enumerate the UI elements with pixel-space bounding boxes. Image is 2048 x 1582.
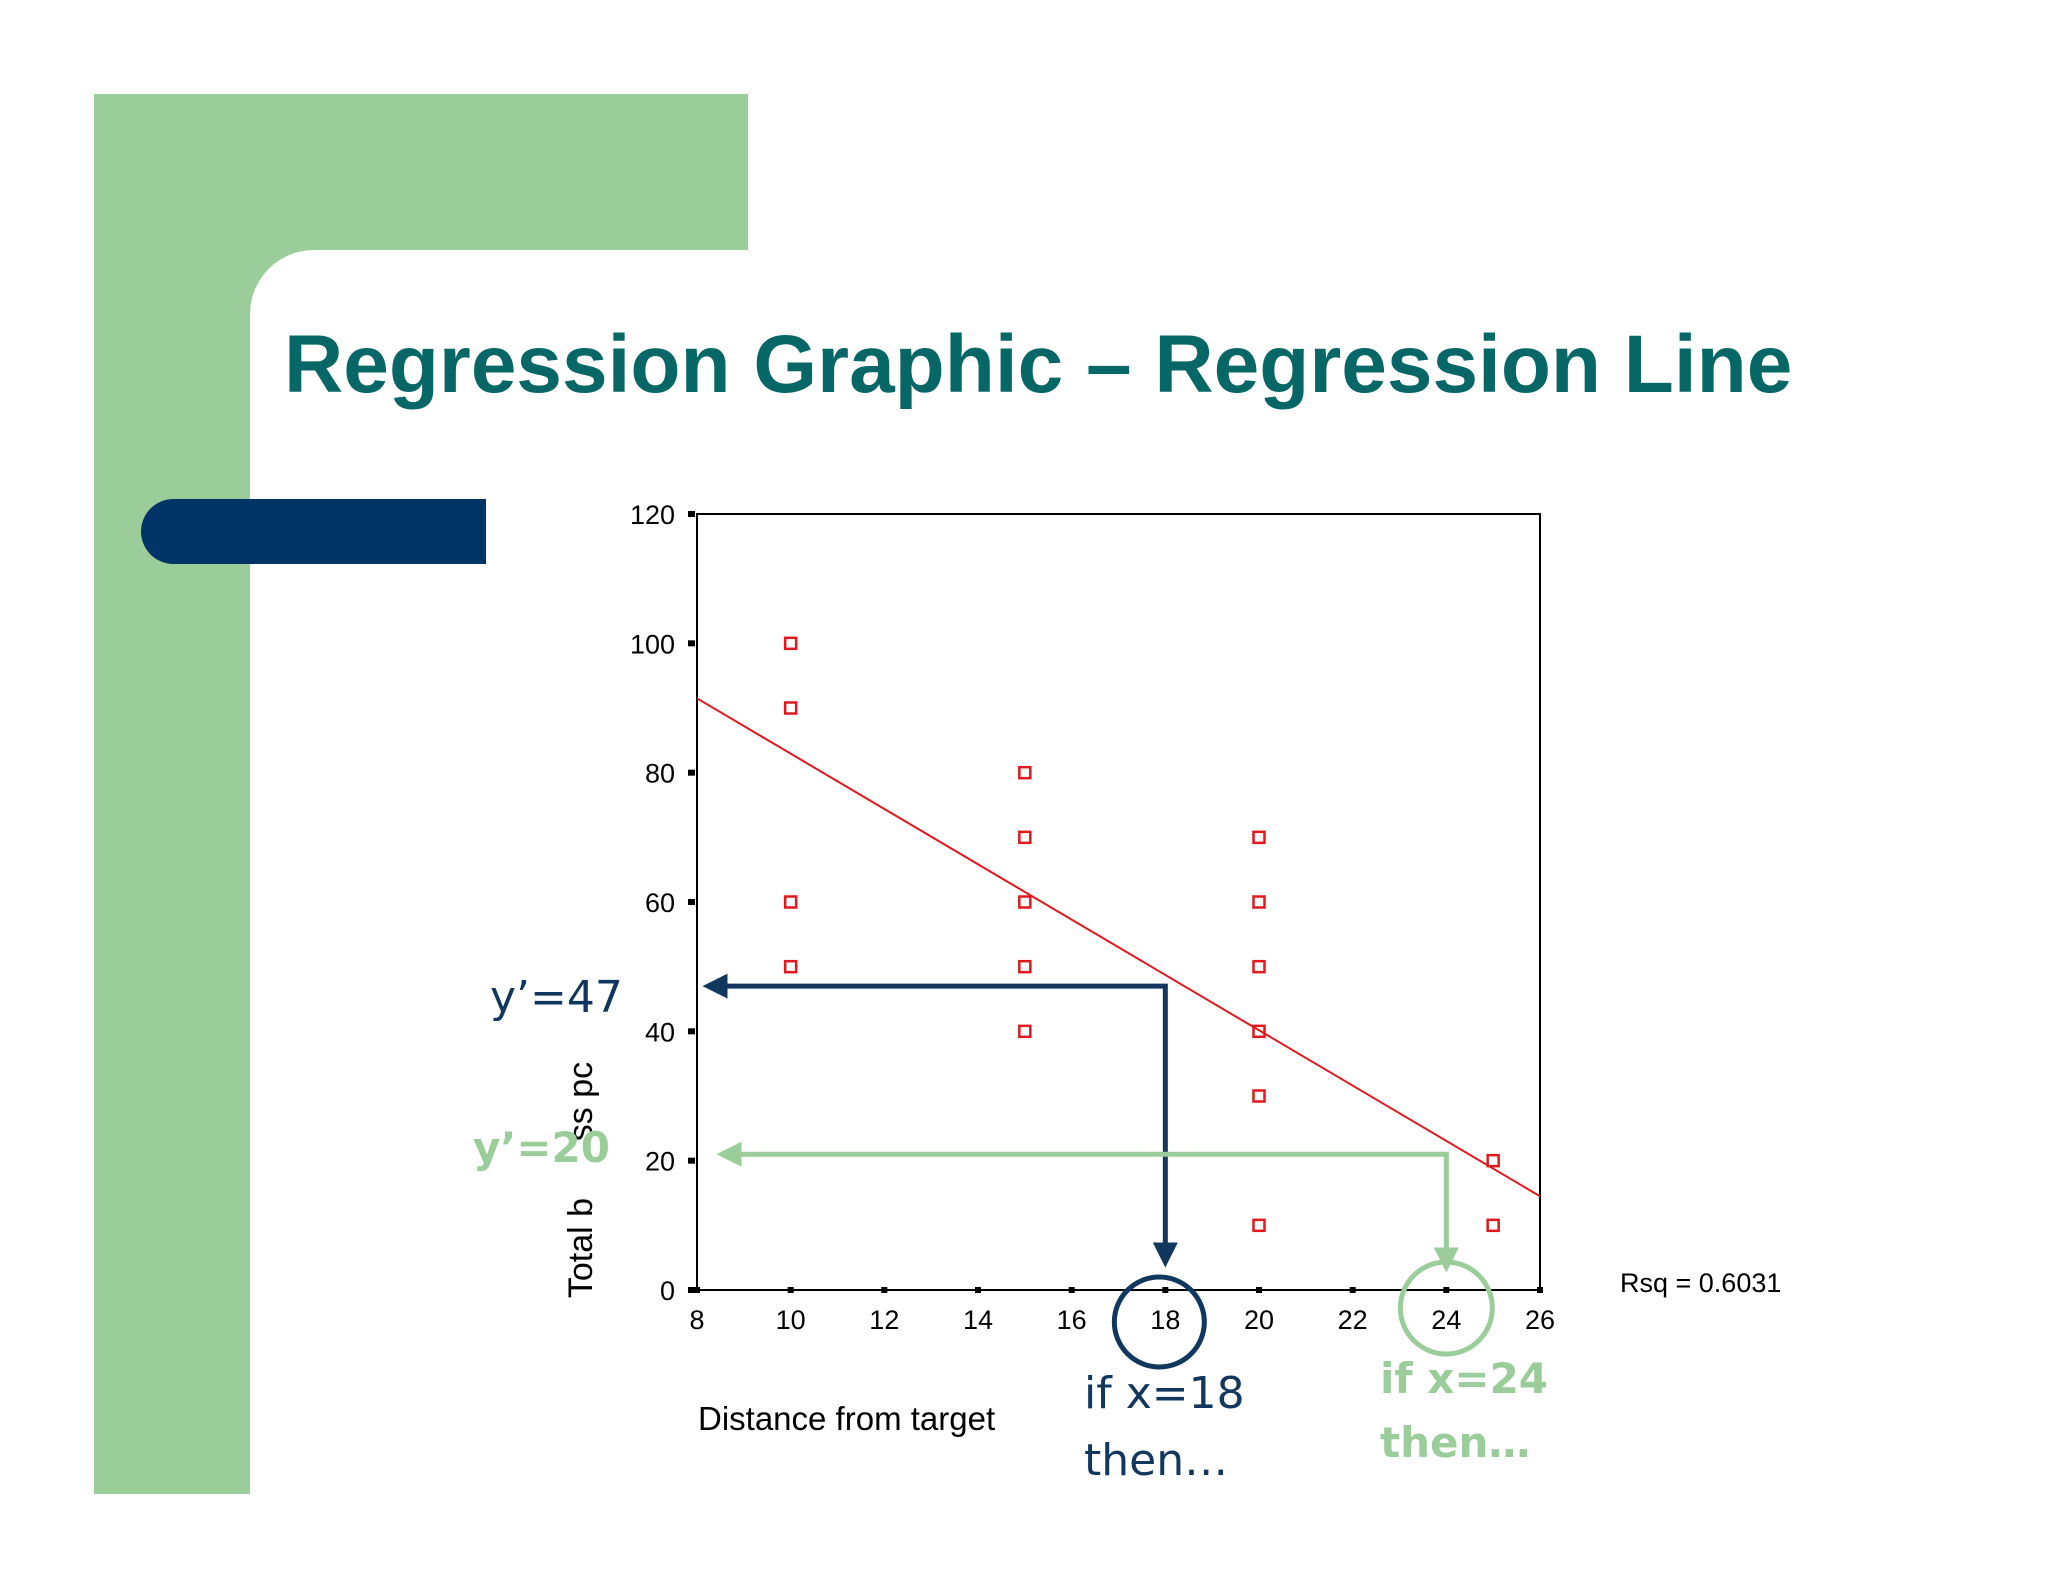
y-tick-label: 80 xyxy=(645,759,675,789)
navy-y-prime-label: y’=47 xyxy=(490,972,623,1023)
x-tick-mark xyxy=(1256,1287,1262,1293)
x-tick-label: 18 xyxy=(1150,1305,1180,1335)
x-tick-label: 24 xyxy=(1431,1305,1461,1335)
data-points xyxy=(783,636,1500,1233)
y-tick-mark xyxy=(688,1028,695,1035)
x-tick-mark xyxy=(694,1287,700,1293)
y-tick-label: 0 xyxy=(660,1276,675,1306)
x-tick-label: 26 xyxy=(1525,1305,1555,1335)
y-tick-mark xyxy=(688,899,695,905)
data-point xyxy=(1018,1024,1032,1039)
data-point xyxy=(1018,895,1032,909)
data-point xyxy=(1018,830,1032,845)
y-tick-mark xyxy=(688,1157,695,1164)
green-side-bar xyxy=(94,94,250,1494)
y-axis-ticks: 0 20 40 60 80 100 120 xyxy=(630,500,695,1306)
x-tick-label: 14 xyxy=(963,1305,993,1335)
data-point xyxy=(1486,1218,1500,1233)
y-tick-mark xyxy=(688,640,695,647)
x-tick-mark xyxy=(1349,1287,1356,1293)
x-tick-mark xyxy=(975,1287,981,1293)
x-tick-label: 10 xyxy=(776,1305,806,1335)
green-x-highlight-circle xyxy=(1397,1259,1495,1357)
data-point xyxy=(1252,1218,1266,1233)
data-point xyxy=(1252,1024,1266,1039)
y-axis-label: Total b ss pc xyxy=(562,1062,600,1298)
regression-line xyxy=(696,697,1541,1198)
data-point xyxy=(1486,1153,1500,1168)
data-point xyxy=(1252,895,1266,909)
data-point xyxy=(1252,830,1266,845)
x-tick-mark xyxy=(1537,1287,1543,1293)
x-tick-mark xyxy=(1068,1287,1075,1293)
plot-frame xyxy=(696,513,1541,1291)
data-point xyxy=(1018,765,1032,780)
slide-title: Regression Graphic – Regression Line xyxy=(284,319,1793,410)
y-tick-mark xyxy=(688,511,695,517)
x-tick-label: 20 xyxy=(1244,1305,1274,1335)
x-tick-label: 12 xyxy=(869,1305,899,1335)
navy-then-label: then… xyxy=(1084,1435,1228,1486)
navy-annotation-arrow xyxy=(702,973,1178,1268)
x-tick-mark xyxy=(1162,1287,1169,1293)
data-point xyxy=(783,701,798,715)
x-tick-label: 8 xyxy=(689,1305,704,1335)
data-point xyxy=(1252,1089,1266,1103)
x-axis-ticks: 8 10 12 14 16 18 20 22 24 26 xyxy=(689,1287,1555,1335)
y-tick-mark xyxy=(688,1287,695,1293)
data-point xyxy=(783,959,798,974)
green-y-prime-label: y’=20 xyxy=(473,1123,610,1172)
x-tick-mark xyxy=(787,1287,794,1293)
x-tick-mark xyxy=(881,1287,888,1293)
data-point xyxy=(783,895,798,909)
x-tick-mark xyxy=(1443,1287,1450,1293)
rsq-label: Rsq = 0.6031 xyxy=(1620,1268,1781,1298)
navy-x-highlight-circle xyxy=(1111,1274,1207,1370)
data-point xyxy=(783,636,798,651)
y-tick-label: 20 xyxy=(645,1147,675,1177)
y-tick-label: 100 xyxy=(630,629,675,659)
y-tick-label: 120 xyxy=(630,500,675,530)
green-then-label: then… xyxy=(1380,1418,1530,1467)
data-point xyxy=(1252,959,1266,974)
y-tick-label: 60 xyxy=(645,888,675,918)
x-tick-label: 16 xyxy=(1057,1305,1087,1335)
x-axis-label: Distance from target xyxy=(698,1400,995,1437)
white-rounded-corner xyxy=(250,250,390,390)
navy-if-x-label: if x=18 xyxy=(1084,1368,1245,1419)
x-tick-label: 22 xyxy=(1338,1305,1368,1335)
green-annotation-arrow xyxy=(716,1141,1459,1273)
green-if-x-label: if x=24 xyxy=(1380,1354,1548,1403)
y-tick-mark xyxy=(688,769,695,776)
data-point xyxy=(1018,959,1032,974)
y-tick-label: 40 xyxy=(645,1017,675,1047)
navy-accent-tab xyxy=(141,499,486,564)
